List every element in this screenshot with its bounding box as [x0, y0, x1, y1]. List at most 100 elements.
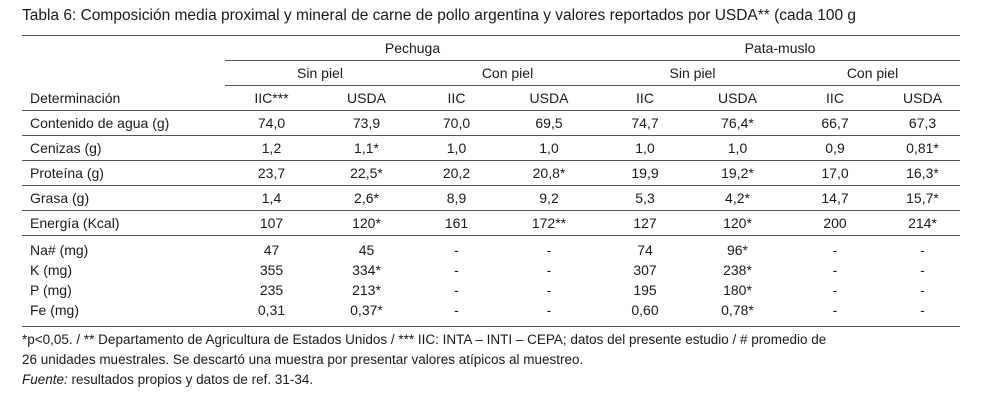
table-cell: 96* [726, 242, 749, 258]
table-cell: 14,7 [785, 185, 885, 211]
table-cell: 238* [723, 262, 752, 278]
table-cell: 19,2* [690, 160, 785, 186]
table-cell: 0,31 [257, 302, 286, 318]
source-text: resultados propios y datos de ref. 31-34… [67, 372, 314, 387]
table-cell: 69,5 [498, 110, 600, 136]
column-header: IIC*** [225, 85, 318, 111]
row-label: Contenido de agua (g) [22, 110, 225, 136]
table-cell: 1,1* [318, 135, 415, 161]
table-cell: 0,9 [785, 135, 885, 161]
table-cell: - [546, 282, 552, 298]
table-cell: 45 [358, 242, 375, 258]
table-cell: 74 [637, 242, 653, 258]
table-cell: - [832, 302, 838, 318]
table-cell: 213* [352, 282, 381, 298]
table-cell: 4,2* [690, 185, 785, 211]
column-header: Determinación [22, 85, 225, 111]
table-cell: 8,9 [415, 185, 498, 211]
source-line: Fuente: resultados propios y datos de re… [22, 370, 982, 390]
table-cell: - [546, 302, 552, 318]
table-cell: 0,78* [721, 302, 754, 318]
table-cell: 355 [259, 262, 284, 278]
table-cell: 161 [415, 210, 498, 236]
table-cell: 22,5* [318, 160, 415, 186]
table-cell: - [920, 262, 925, 278]
table-cell: 235 [259, 282, 284, 298]
group-header: Pata-muslo [600, 35, 960, 61]
table-cell: 5,3 [600, 185, 690, 211]
table-cell: 1,0 [498, 135, 600, 161]
table-cell: 200 [785, 210, 885, 236]
footnote: *p<0,05. / ** Departamento de Agricultur… [22, 330, 982, 390]
table-cell: 1,0 [415, 135, 498, 161]
row-label: K (mg) [30, 262, 72, 278]
table-cell: 70,0 [415, 110, 498, 136]
table-cell: 0,37* [350, 302, 383, 318]
column-header: IIC [600, 85, 690, 111]
subgroup-header: Sin piel [600, 60, 785, 86]
table-row: Proteína (g) 23,7 22,5* 20,2 20,8* 19,9 19,2* 1… [22, 160, 960, 186]
table-cell: - [454, 242, 459, 258]
table-cell: 20,2 [415, 160, 498, 186]
table-cell: 0,60 [631, 302, 659, 318]
table-row: Fe (mg) 0,31 0,37* - - 0,60 0,78* - - [22, 300, 960, 327]
table-cell: 76,4* [690, 110, 785, 136]
table-cell: 67,3 [885, 110, 960, 136]
column-header: USDA [690, 85, 785, 111]
table-cell: 17,0 [785, 160, 885, 186]
column-header: USDA [885, 85, 960, 111]
row-label: Fe (mg) [30, 302, 79, 318]
row-label: P (mg) [30, 282, 72, 298]
table-cell: 16,3* [885, 160, 960, 186]
column-header: IIC [785, 85, 885, 111]
table-cell: 74,0 [225, 110, 318, 136]
table-row: P (mg) 235 213* - - 195 180* - - [22, 280, 960, 300]
subgroup-header: Con piel [415, 60, 600, 86]
table-row: Cenizas (g) 1,2 1,1* 1,0 1,0 1,0 1,0 0,9 0,81* [22, 135, 960, 161]
table-cell: 2,6* [318, 185, 415, 211]
table-cell: 120* [318, 210, 415, 236]
column-header: USDA [318, 85, 415, 111]
table-cell: 74,7 [600, 110, 690, 136]
table-title: Tabla 6: Composición media proximal y mi… [22, 7, 856, 24]
column-header: USDA [498, 85, 600, 111]
column-header: IIC [415, 85, 498, 111]
subgroup-header: Con piel [785, 60, 960, 86]
source-label: Fuente: [22, 372, 68, 387]
table-cell: - [546, 262, 552, 278]
table-cell: 195 [633, 282, 657, 298]
column-header-row: Determinación IIC*** USDA IIC USDA IIC USDA IIC… [22, 85, 960, 111]
row-label: Proteína (g) [22, 160, 225, 186]
table-cell: 47 [263, 242, 280, 258]
table-row: Grasa (g) 1,4 2,6* 8,9 9,2 5,3 4,2* 14,7 15,7* [22, 185, 960, 211]
row-label: Cenizas (g) [22, 135, 225, 161]
table-cell: 180* [723, 282, 752, 298]
table-row: K (mg) 355 334* - - 307 238* - - [22, 260, 960, 280]
composition-table: Pechuga Pata-muslo Sin piel Con piel Sin… [22, 35, 960, 327]
table-row: Na# (mg) 47 45 - - 74 96* - - [22, 236, 960, 261]
table-cell: 19,9 [600, 160, 690, 186]
table-cell: - [920, 242, 925, 258]
table-cell: 73,9 [318, 110, 415, 136]
table-cell: - [832, 282, 838, 298]
table-cell: 20,8* [498, 160, 600, 186]
table-cell: 23,7 [225, 160, 318, 186]
table-cell: 307 [633, 262, 657, 278]
table-cell: - [920, 282, 925, 298]
table-cell: 1,4 [225, 185, 318, 211]
table-cell: 127 [600, 210, 690, 236]
table-cell: 1,2 [225, 135, 318, 161]
table-cell: - [920, 302, 925, 318]
table-cell: - [454, 302, 459, 318]
row-label: Energía (Kcal) [22, 210, 225, 236]
table-cell: 334* [352, 262, 381, 278]
table-cell: 172** [498, 210, 600, 236]
table-cell: - [832, 242, 838, 258]
footnote-line: *p<0,05. / ** Departamento de Agricultur… [22, 332, 827, 347]
table-row: Contenido de agua (g) 74,0 73,9 70,0 69,5 74,… [22, 110, 960, 136]
row-label: Grasa (g) [22, 185, 225, 211]
table-row: Energía (Kcal) 107 120* 161 172** 127 120* 200 2… [22, 210, 960, 236]
table-cell: - [454, 262, 459, 278]
footnote-line: 26 unidades muestrales. Se descartó una … [22, 352, 584, 367]
table-cell: 15,7* [885, 185, 960, 211]
